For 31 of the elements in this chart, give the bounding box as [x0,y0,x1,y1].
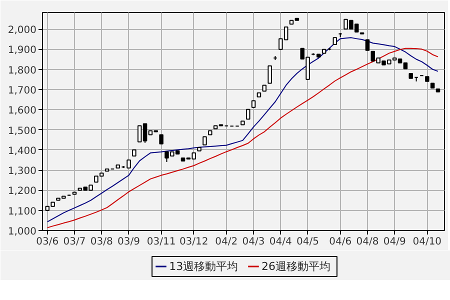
x-tick-label: 04/9 [383,236,406,248]
y-tick-label: 1,500 [8,126,37,137]
legend-label: 26週移動平均 [262,260,331,273]
candlestick [365,39,370,51]
x-tick-label: 03/12 [179,236,208,248]
y-tick-label: 1,800 [8,65,37,76]
x-tick-label: 03/7 [63,236,86,248]
legend-label: 13週移動平均 [169,260,238,273]
y-tick-label: 1,700 [8,85,37,96]
x-tick-label: 04/5 [296,236,320,248]
x-tick-label: 03/8 [90,236,113,248]
x-tick-label: 04/8 [356,236,379,248]
y-tick-label: 2,000 [8,25,37,36]
y-tick-label: 1,100 [8,206,37,218]
candlestick [246,108,250,120]
y-tick-label: 1,200 [8,186,37,198]
y-tick-label: 1,900 [8,45,37,56]
y-tick-label: 1,600 [8,106,37,117]
x-tick-label: 03/11 [146,236,176,248]
x-tick-label: 04/2 [215,236,238,248]
candlestick [159,134,164,144]
x-tick-label: 03/9 [118,236,140,248]
y-tick-label: 1,400 [8,146,37,157]
x-tick-label: 04/3 [242,236,265,248]
x-tick-label: 04/6 [329,236,352,248]
x-tick-label: 03/6 [36,236,59,248]
y-tick-label: 1,000 [8,226,37,238]
y-tick-label: 1,300 [8,166,37,178]
candlestick [268,65,272,84]
x-tick-label: 04/10 [412,236,442,248]
x-tick-label: 04/4 [269,236,292,248]
